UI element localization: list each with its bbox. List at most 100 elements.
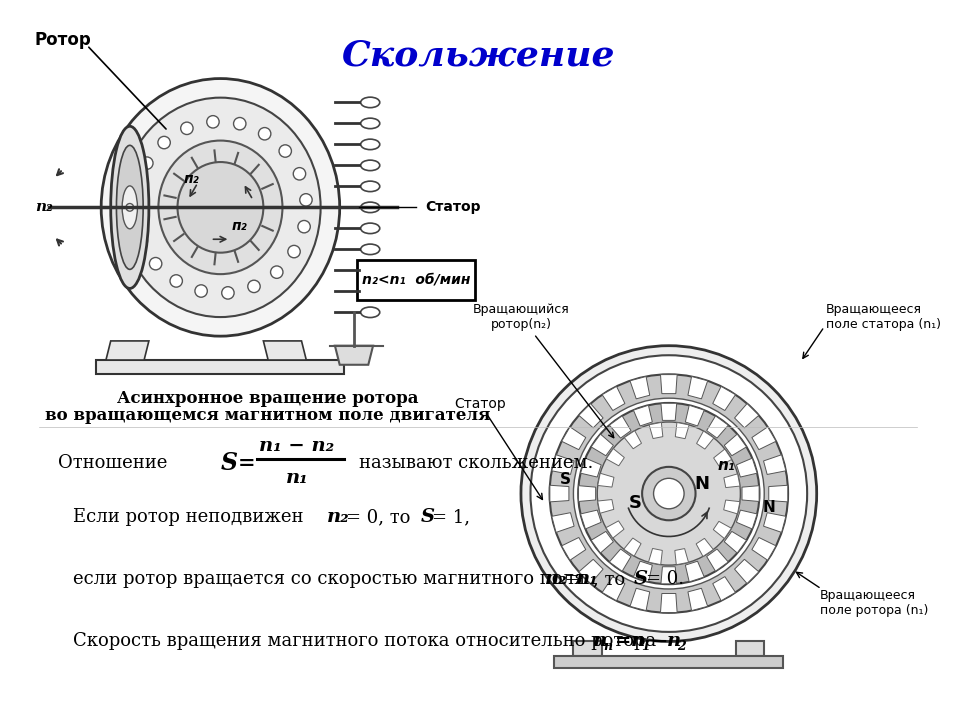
Polygon shape [562,537,586,560]
Polygon shape [707,416,729,438]
Ellipse shape [293,168,305,180]
Text: n₂: n₂ [327,508,349,526]
Polygon shape [598,500,613,513]
Text: п₂: п₂ [231,220,248,233]
Ellipse shape [170,275,182,287]
Ellipse shape [158,140,282,274]
Polygon shape [581,510,601,529]
Polygon shape [736,458,757,477]
Text: Вращающееся
поле ротора (n₁): Вращающееся поле ротора (n₁) [820,589,928,617]
Ellipse shape [288,246,300,258]
Polygon shape [660,374,677,394]
Polygon shape [675,549,688,564]
Text: n₁: n₁ [285,469,308,487]
Polygon shape [688,377,708,399]
Ellipse shape [178,162,263,253]
Text: n: n [667,632,681,650]
Text: = 0, то: = 0, то [347,508,411,526]
Polygon shape [634,405,652,426]
Text: =: = [564,570,579,588]
Polygon shape [602,577,625,600]
Polygon shape [660,567,677,584]
Polygon shape [552,513,574,532]
Ellipse shape [279,145,292,157]
Polygon shape [606,521,624,538]
Wedge shape [605,544,732,584]
Polygon shape [685,405,705,426]
Polygon shape [713,521,732,539]
Polygon shape [697,431,714,449]
Ellipse shape [195,285,207,297]
Polygon shape [742,486,759,501]
Ellipse shape [597,422,740,565]
Polygon shape [724,474,740,487]
Polygon shape [335,346,373,365]
Ellipse shape [150,258,162,270]
Text: Ротор: Ротор [35,32,91,50]
Polygon shape [573,642,602,656]
Text: = 1,: = 1, [432,508,470,526]
Polygon shape [579,404,603,428]
Polygon shape [581,458,601,477]
Polygon shape [607,449,624,466]
Ellipse shape [101,78,340,336]
Text: 1: 1 [641,639,650,653]
Ellipse shape [131,182,143,194]
Polygon shape [263,341,306,360]
Polygon shape [598,473,614,487]
Polygon shape [763,455,786,474]
Text: если ротор вращается со скоростью магнитного поля: если ротор вращается со скоростью магнит… [73,570,585,588]
Ellipse shape [298,220,310,233]
Polygon shape [724,500,740,514]
Ellipse shape [642,467,696,521]
Text: Статор: Статор [425,200,481,215]
Ellipse shape [361,223,380,233]
Polygon shape [734,559,758,584]
Polygon shape [579,486,595,501]
Text: Скольжение: Скольжение [341,38,614,73]
Polygon shape [712,387,735,410]
Ellipse shape [578,403,759,584]
Text: , то: , то [593,570,626,588]
Ellipse shape [180,122,193,135]
Polygon shape [610,549,631,571]
Polygon shape [649,423,662,438]
Text: п₂: п₂ [184,172,200,186]
Polygon shape [763,513,786,532]
Polygon shape [630,588,650,611]
Ellipse shape [116,145,143,269]
Text: Статор: Статор [454,397,542,500]
Text: n₂: n₂ [545,570,567,588]
Text: n₂<n₁  об/мин: n₂<n₁ об/мин [362,273,470,287]
Ellipse shape [361,160,380,171]
Polygon shape [675,423,689,438]
Ellipse shape [222,287,234,299]
Text: Если ротор неподвижен: Если ротор неподвижен [73,508,303,526]
Text: S: S [561,472,571,487]
FancyBboxPatch shape [357,260,475,300]
Ellipse shape [654,478,684,509]
Polygon shape [602,387,625,410]
Polygon shape [685,561,705,582]
Polygon shape [688,588,708,611]
Polygon shape [562,427,586,450]
Text: n₁: n₁ [717,458,734,473]
Polygon shape [610,416,631,438]
Polygon shape [660,403,677,420]
Text: Вращающийся
ротор(n₂): Вращающийся ротор(n₂) [472,303,613,438]
Wedge shape [605,403,732,443]
Ellipse shape [549,374,788,613]
Polygon shape [624,538,641,556]
Text: n₁: n₁ [576,570,599,588]
Text: S: S [420,508,435,526]
Polygon shape [591,531,613,553]
Polygon shape [630,377,650,399]
Polygon shape [707,549,729,571]
Polygon shape [724,531,747,553]
Ellipse shape [135,235,148,247]
Wedge shape [585,561,754,613]
Text: =: = [614,632,631,650]
Ellipse shape [521,346,817,642]
Text: n: n [603,639,612,653]
Ellipse shape [271,266,283,279]
